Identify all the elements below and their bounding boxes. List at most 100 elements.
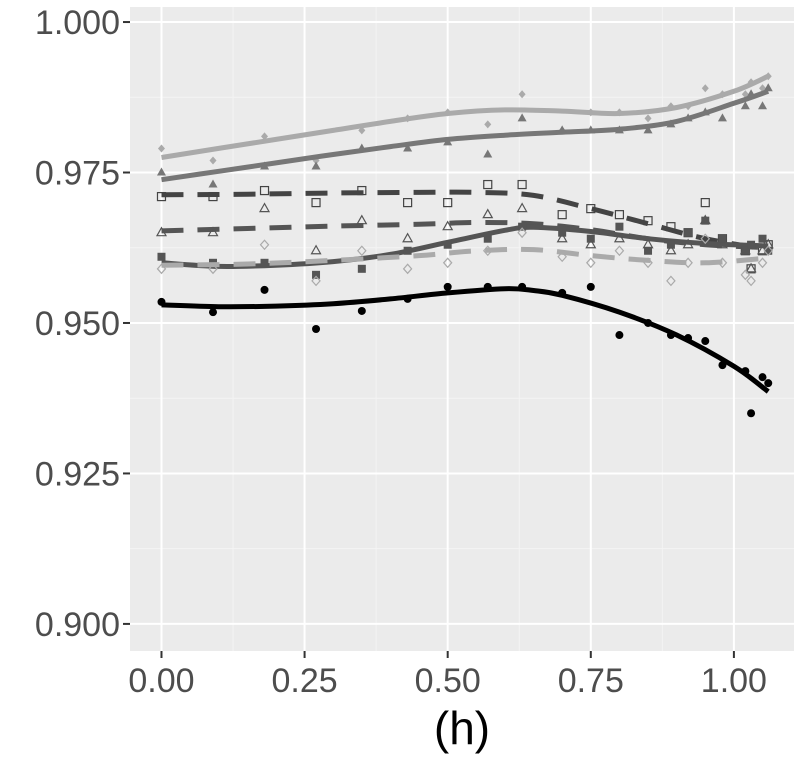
- series-layer: [155, 72, 774, 418]
- data-point: [718, 361, 727, 370]
- data-point: [644, 318, 653, 327]
- data-point: [558, 228, 567, 237]
- x-axis-title: (h): [434, 702, 490, 754]
- data-point: [557, 251, 567, 263]
- data-point: [518, 222, 527, 231]
- data-point: [745, 262, 757, 273]
- data-point: [312, 325, 321, 333]
- data-point: [443, 137, 453, 146]
- data-point: [259, 239, 270, 251]
- data-point: [717, 113, 727, 122]
- series-group: [157, 282, 773, 418]
- data-point: [208, 191, 218, 202]
- data-point: [764, 72, 772, 81]
- data-point: [443, 282, 452, 291]
- data-point: [156, 167, 166, 176]
- grid-lines: [130, 7, 794, 651]
- data-point: [518, 282, 527, 291]
- data-point: [356, 214, 368, 225]
- data-point: [261, 132, 269, 141]
- data-point: [157, 252, 166, 261]
- data-point: [614, 125, 624, 134]
- data-point: [747, 409, 756, 418]
- data-point: [757, 257, 768, 269]
- data-point: [403, 294, 412, 303]
- data-point: [516, 202, 528, 213]
- data-point: [310, 244, 322, 255]
- data-point: [442, 257, 453, 269]
- data-point: [311, 161, 321, 170]
- data-point: [402, 263, 413, 275]
- data-point: [558, 288, 567, 297]
- data-point: [684, 334, 693, 343]
- data-point: [357, 185, 367, 196]
- x-tick-label: 0.75: [558, 662, 624, 700]
- data-point: [556, 232, 568, 243]
- trend-line: [161, 246, 769, 268]
- data-point: [763, 83, 773, 92]
- data-point: [482, 245, 493, 257]
- data-point: [717, 257, 728, 269]
- data-point: [403, 246, 412, 255]
- data-point: [683, 257, 693, 269]
- data-point: [666, 222, 676, 232]
- data-point: [586, 125, 596, 134]
- trend-line: [161, 189, 769, 253]
- x-tick-label: 0.25: [271, 662, 337, 700]
- trend-line: [161, 88, 770, 183]
- data-point: [517, 227, 527, 239]
- data-point: [644, 246, 653, 255]
- data-point: [156, 263, 167, 275]
- data-point: [700, 198, 710, 208]
- data-point: [741, 367, 750, 376]
- data-point: [482, 208, 494, 219]
- data-point: [741, 246, 750, 255]
- data-point: [615, 222, 624, 231]
- data-point: [666, 240, 675, 249]
- data-point: [740, 269, 751, 281]
- data-point: [746, 89, 756, 98]
- data-point: [747, 78, 755, 87]
- data-point: [517, 113, 527, 122]
- x-tick-label: 1.00: [701, 662, 767, 700]
- data-point: [643, 216, 653, 226]
- data-point: [557, 125, 567, 134]
- data-point: [311, 198, 321, 208]
- data-point: [483, 179, 493, 190]
- data-point: [701, 337, 710, 346]
- data-point: [444, 108, 452, 117]
- data-point: [643, 125, 653, 134]
- data-point: [260, 285, 269, 294]
- data-point: [259, 185, 270, 196]
- data-point: [718, 234, 727, 243]
- series-group: [156, 83, 773, 188]
- data-point: [700, 107, 710, 116]
- x-tick-label: 0.50: [415, 662, 481, 700]
- data-point: [404, 114, 412, 123]
- data-point: [357, 264, 366, 273]
- y-tick-label: 1.000: [35, 4, 120, 42]
- data-point: [667, 102, 675, 111]
- y-tick-label: 0.950: [35, 305, 120, 343]
- data-point: [156, 191, 167, 202]
- data-point: [357, 143, 367, 152]
- data-point: [666, 275, 676, 287]
- data-point: [763, 245, 774, 257]
- data-point: [483, 149, 493, 158]
- data-point: [157, 144, 165, 153]
- data-point: [357, 306, 366, 315]
- data-point: [209, 308, 217, 317]
- data-point: [484, 120, 492, 129]
- data-point: [483, 282, 492, 291]
- data-point: [443, 198, 453, 208]
- data-point: [684, 102, 692, 111]
- data-point: [207, 226, 219, 237]
- data-point: [585, 238, 597, 249]
- data-point: [155, 226, 168, 237]
- data-point: [615, 108, 623, 117]
- data-point: [758, 234, 767, 243]
- data-point: [586, 234, 595, 243]
- data-point: [208, 263, 218, 275]
- axes: 0.00 0.25 0.50 0.75 1.00 0.900 0.925 0.950 0.975…: [35, 4, 767, 700]
- data-point: [701, 216, 710, 225]
